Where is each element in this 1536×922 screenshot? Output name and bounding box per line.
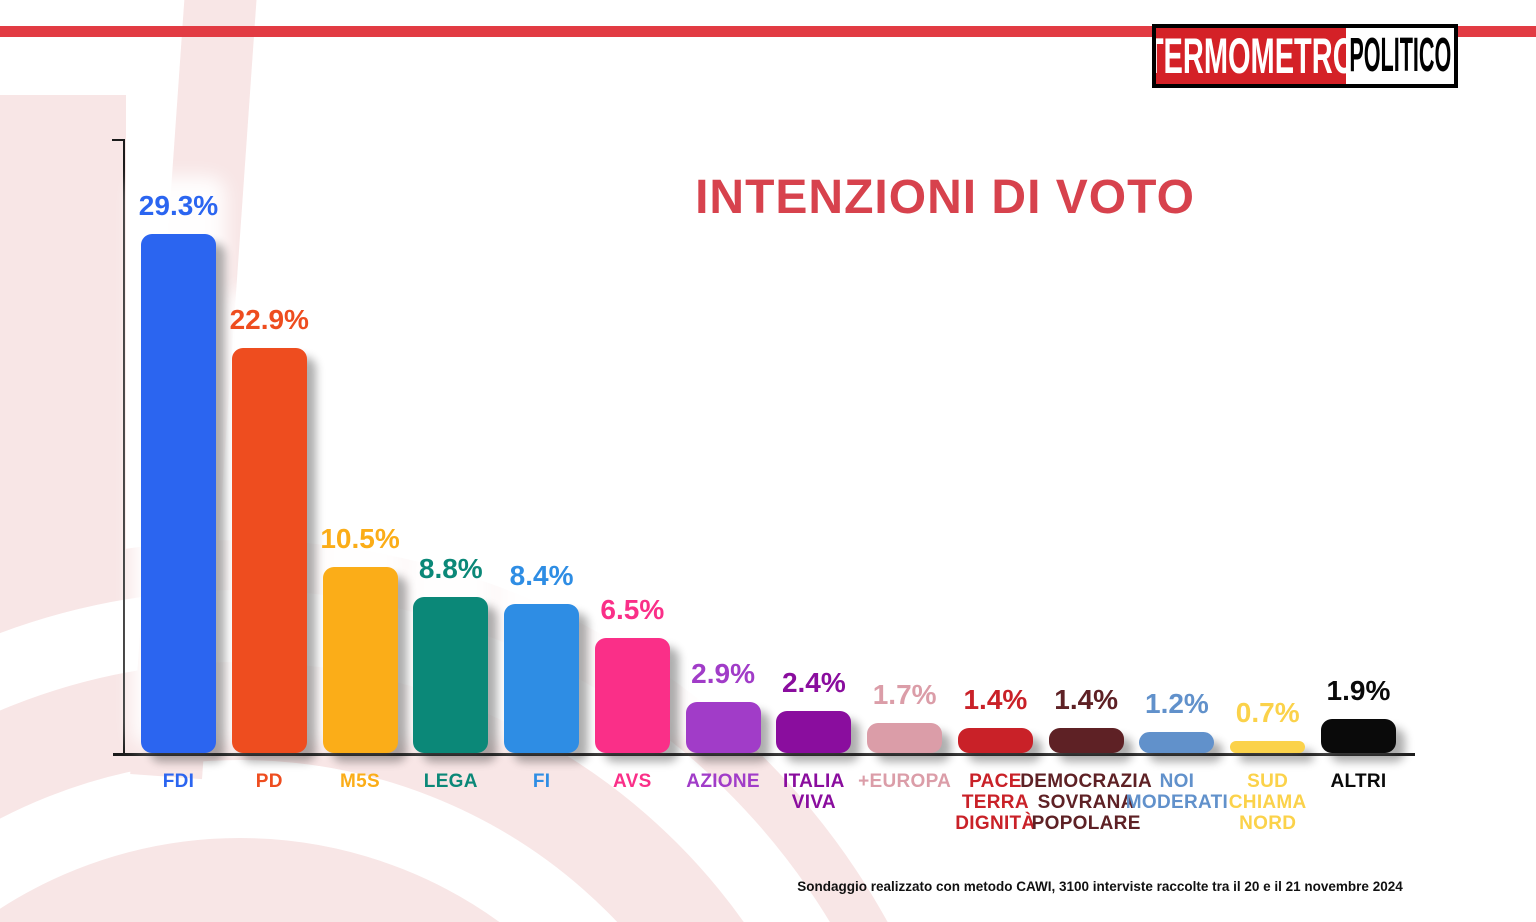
- bar-value-label: 2.9%: [691, 658, 756, 689]
- x-axis-label: M5S: [340, 771, 380, 792]
- x-axis-label: DEMOCRAZIA SOVRANA POPOLARE: [1020, 771, 1152, 834]
- y-axis-top-tick: [112, 139, 124, 141]
- source-note: Sondaggio realizzato con metodo CAWI, 31…: [797, 879, 1403, 894]
- bar-column-sud-chiama-nord: 0.7% SUD CHIAMA NORD: [1220, 683, 1316, 834]
- x-axis-label-line: FI: [532, 771, 551, 792]
- x-axis-label: PACE TERRA DIGNITÀ: [955, 771, 1035, 834]
- x-axis-label-line: SOVRANA: [1037, 792, 1135, 813]
- logo-text-termometro: TERMOMETRO: [1156, 28, 1346, 84]
- x-axis-label-line: ALTRI: [1330, 771, 1387, 792]
- x-axis-label-line: TERRA: [961, 792, 1029, 813]
- x-axis-label-line: PD: [255, 771, 283, 792]
- bar-value-label: 8.4%: [509, 560, 574, 591]
- x-axis-label-line: AVS: [613, 771, 652, 792]
- bar-column-democrazia-sovrana-popolare: 1.4% DEMOCRAZIA SOVRANA POPOLARE: [1020, 670, 1152, 834]
- bar: [867, 723, 943, 753]
- chart-title: INTENZIONI DI VOTO: [695, 171, 1195, 225]
- bar-column-pd: 22.9% PD: [221, 290, 317, 792]
- bar: [1048, 728, 1124, 753]
- bar: [957, 728, 1033, 753]
- bar: [685, 702, 761, 753]
- bar: [141, 234, 216, 753]
- bar-column-italia-viva: 2.4% ITALIA VIVA: [766, 653, 862, 813]
- bar-value-label: 2.4%: [781, 667, 846, 698]
- bar-value-label: 1.9%: [1326, 675, 1391, 706]
- x-axis-label: FDI: [163, 771, 195, 792]
- x-axis-label: +EUROPA: [858, 771, 951, 792]
- x-axis-label: LEGA: [424, 771, 478, 792]
- bar-column-pace-terra-dignit-: 1.4% PACE TERRA DIGNITÀ: [947, 670, 1043, 834]
- bar-value-label: 1.4%: [1054, 684, 1119, 715]
- bar-column--europa: 1.7% +EUROPA: [857, 665, 953, 792]
- x-axis-label-line: POPOLARE: [1031, 813, 1141, 834]
- x-axis-label: PD: [256, 771, 283, 792]
- x-axis-label-line: PACE: [969, 771, 1022, 792]
- x-axis-label-line: VIVA: [791, 792, 836, 813]
- x-axis-label-line: NORD: [1239, 813, 1297, 834]
- x-axis-label: ALTRI: [1330, 771, 1386, 792]
- logo-text-politico: POLITICO: [1349, 29, 1452, 82]
- bar-value-label: 6.5%: [600, 594, 665, 625]
- x-axis-label-line: FDI: [162, 771, 195, 792]
- bar-column-altri: 1.9% ALTRI: [1310, 661, 1406, 792]
- x-axis-label: ITALIA VIVA: [783, 771, 845, 813]
- y-axis-line: [123, 139, 125, 754]
- bar-column-fdi: 29.3% FDI: [131, 176, 226, 792]
- bar-column-fi: 8.4% FI: [494, 546, 590, 792]
- bar: [776, 711, 852, 753]
- bar: [322, 567, 398, 753]
- x-axis-label-line: NOI: [1159, 771, 1195, 792]
- x-axis-label-line: +EUROPA: [858, 771, 952, 792]
- x-axis-label: FI: [533, 771, 551, 792]
- bar-white-glow: [1220, 683, 1316, 747]
- x-axis-label: NOI MODERATI: [1126, 771, 1228, 813]
- bar-chart: 29.3% FDI 22.9% PD 10.5% M5S 8.8% LEGA 8.4% FI 6.5…: [131, 153, 1406, 834]
- x-axis-label: AVS: [613, 771, 652, 792]
- bar: [231, 348, 307, 753]
- x-axis-label: AZIONE: [686, 771, 760, 792]
- x-axis-label-line: MODERATI: [1125, 792, 1229, 813]
- bar-column-noi-moderati: 1.2% NOI MODERATI: [1126, 674, 1228, 813]
- termometro-politico-logo: TERMOMETRO POLITICO: [1152, 24, 1458, 88]
- logo-red-panel: TERMOMETRO: [1156, 28, 1346, 84]
- x-axis-label-line: AZIONE: [686, 771, 760, 792]
- x-axis-baseline: [113, 753, 1415, 756]
- x-axis-label-line: M5S: [340, 771, 381, 792]
- bar-value-label: 22.9%: [229, 304, 309, 335]
- bar-value-label: 1.7%: [872, 679, 937, 710]
- bar: [1139, 732, 1215, 753]
- x-axis-label-line: ITALIA: [783, 771, 845, 792]
- x-axis-label: SUD CHIAMA NORD: [1229, 771, 1307, 834]
- bar: [1230, 741, 1306, 753]
- bar-value-label: 1.2%: [1145, 688, 1209, 719]
- bar: [594, 638, 670, 753]
- x-axis-label-line: CHIAMA: [1228, 792, 1307, 813]
- x-axis-label-line: DIGNITÀ: [955, 813, 1036, 834]
- x-axis-label-line: DEMOCRAZIA: [1020, 771, 1153, 792]
- bar-value-label: 29.3%: [138, 190, 219, 221]
- header-red-stripe: [0, 26, 1536, 37]
- bar-value-label: 10.5%: [320, 523, 400, 554]
- x-axis-label-line: SUD: [1247, 771, 1289, 792]
- bar-value-label: 1.4%: [963, 684, 1028, 715]
- bar: [504, 604, 580, 753]
- bar: [1320, 719, 1396, 753]
- bar-column-azione: 2.9% AZIONE: [675, 644, 771, 792]
- x-axis-label-line: LEGA: [423, 771, 478, 792]
- bar-column-m5s: 10.5% M5S: [312, 509, 408, 792]
- bar-value-label: 8.8%: [418, 553, 483, 584]
- bar-value-label: 0.7%: [1235, 697, 1300, 728]
- bar: [413, 597, 489, 753]
- logo-white-panel: POLITICO: [1346, 28, 1454, 84]
- bar-column-avs: 6.5% AVS: [584, 580, 680, 792]
- bar-column-lega: 8.8% LEGA: [403, 539, 499, 792]
